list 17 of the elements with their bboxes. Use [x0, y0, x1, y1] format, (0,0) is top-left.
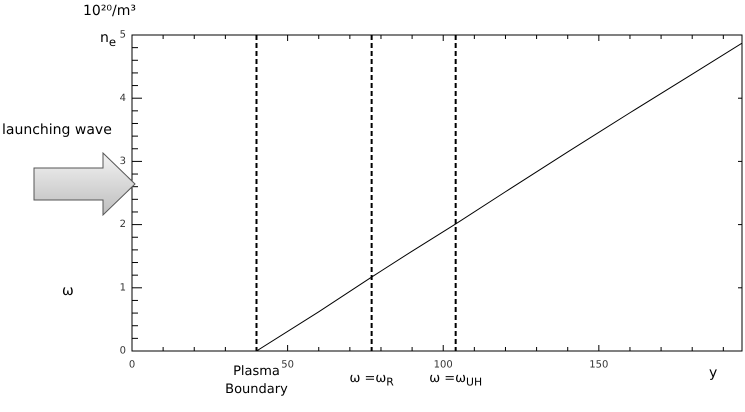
ref-line-label: ω =ω$_{R}$	[349, 371, 394, 389]
x-tick-label: 100	[434, 360, 453, 371]
x-tick-label: 50	[281, 360, 294, 371]
ref-line-label: ω =ω$_{UH}$	[429, 371, 482, 389]
text: 10²⁰/m³	[83, 3, 136, 19]
y-tick-label: 4	[120, 92, 126, 104]
x-tick-label: 150	[589, 360, 608, 371]
y-tick-label: 0	[120, 346, 126, 357]
y-tick-label: 3	[120, 156, 126, 167]
y-tick-label: 2	[120, 219, 126, 230]
y-tick-label: 5	[120, 30, 126, 41]
y-axis-title: n$_{e}$	[100, 30, 116, 49]
y-tick-label: 1	[120, 282, 126, 294]
text: ω	[62, 283, 74, 299]
x-tick-label: 0	[128, 360, 136, 371]
x-axis-title: y	[709, 365, 718, 381]
text: launching wave	[2, 122, 112, 138]
